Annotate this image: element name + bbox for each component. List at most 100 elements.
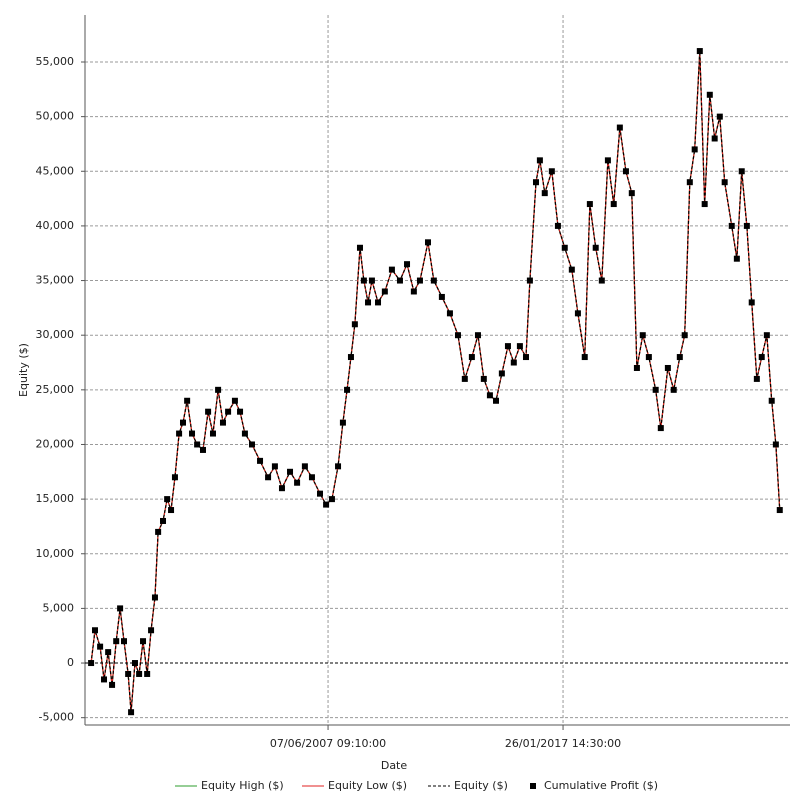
marker — [368, 277, 375, 284]
marker — [504, 343, 511, 350]
marker — [652, 386, 659, 393]
marker — [317, 490, 323, 497]
marker — [231, 397, 238, 404]
legend-label: Equity Low ($) — [328, 779, 407, 792]
marker — [205, 408, 212, 415]
marker — [586, 201, 593, 208]
marker — [758, 354, 765, 361]
marker — [474, 332, 481, 339]
marker — [148, 627, 155, 634]
legend-label: Cumulative Profit ($) — [544, 779, 658, 792]
marker — [568, 266, 575, 273]
marker — [776, 507, 783, 514]
y-tick-label: 20,000 — [36, 437, 75, 450]
marker — [351, 321, 358, 328]
marker — [271, 463, 278, 470]
y-tick-label: 40,000 — [36, 219, 75, 232]
y-tick-label: 15,000 — [36, 492, 75, 505]
marker — [510, 359, 517, 366]
marker — [416, 277, 423, 284]
marker — [360, 277, 367, 284]
marker — [763, 332, 770, 339]
marker — [493, 397, 500, 404]
marker — [241, 430, 248, 437]
x-tick-label: 26/01/2017 14:30:00 — [505, 737, 621, 750]
y-tick-label: 55,000 — [36, 55, 75, 68]
marker — [125, 670, 132, 677]
marker — [574, 310, 581, 317]
marker — [151, 594, 158, 601]
marker — [424, 239, 431, 246]
marker — [532, 179, 539, 186]
marker — [97, 643, 104, 650]
marker — [554, 222, 561, 229]
y-tick-label: 45,000 — [36, 164, 75, 177]
marker — [548, 168, 555, 175]
marker — [696, 48, 703, 55]
marker — [486, 392, 493, 399]
marker — [294, 479, 301, 486]
marker — [287, 468, 294, 475]
marker — [237, 408, 244, 415]
marker — [176, 430, 183, 437]
marker — [168, 507, 175, 514]
marker — [516, 343, 523, 350]
marker — [301, 463, 308, 470]
marker — [706, 91, 713, 98]
marker — [701, 201, 708, 208]
marker — [155, 528, 162, 535]
marker — [581, 354, 588, 361]
y-tick-label: 5,000 — [43, 601, 75, 614]
x-axis-label: Date — [381, 759, 408, 772]
marker — [610, 201, 617, 208]
marker — [468, 354, 475, 361]
marker — [598, 277, 605, 284]
marker — [733, 255, 740, 262]
marker — [209, 430, 216, 437]
marker — [522, 354, 529, 361]
marker — [536, 157, 543, 164]
marker — [219, 419, 226, 426]
marker — [461, 375, 468, 382]
marker — [189, 430, 196, 437]
marker — [248, 441, 255, 448]
marker — [171, 474, 178, 481]
series-line — [90, 51, 781, 713]
y-tick-label: 35,000 — [36, 274, 75, 287]
marker — [622, 168, 629, 175]
y-axis-label: Equity ($) — [17, 343, 30, 397]
marker — [498, 370, 505, 377]
marker — [365, 299, 372, 306]
y-tick-label: 25,000 — [36, 383, 75, 396]
marker — [109, 681, 116, 688]
marker — [131, 660, 138, 667]
y-tick-label: 30,000 — [36, 328, 75, 341]
marker — [215, 386, 222, 393]
marker — [356, 244, 363, 251]
marker — [88, 660, 95, 667]
marker — [438, 293, 445, 300]
marker — [480, 375, 487, 382]
marker — [184, 397, 191, 404]
marker — [716, 113, 723, 120]
marker — [526, 277, 533, 284]
marker — [446, 310, 453, 317]
marker — [179, 419, 186, 426]
y-tick-label: 10,000 — [36, 547, 75, 560]
marker — [91, 627, 98, 634]
marker — [225, 408, 232, 415]
marker — [199, 446, 206, 453]
y-tick-label: -5,000 — [39, 711, 74, 724]
marker — [160, 517, 167, 524]
marker — [686, 179, 693, 186]
marker — [404, 261, 411, 268]
marker — [410, 288, 417, 295]
marker — [645, 354, 652, 361]
marker — [681, 332, 688, 339]
marker — [375, 299, 382, 306]
marker — [278, 485, 285, 492]
marker — [633, 364, 640, 371]
y-tick-label: 0 — [67, 656, 74, 669]
